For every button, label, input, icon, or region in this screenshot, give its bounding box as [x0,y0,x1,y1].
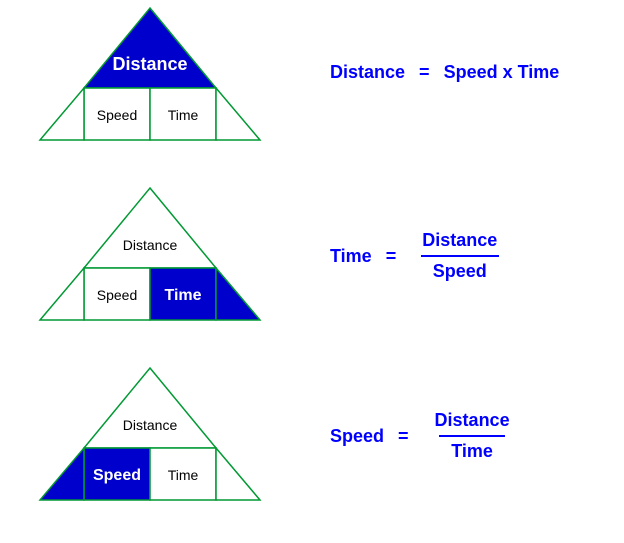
equals-sign: = [386,246,397,267]
top-label: Distance [123,417,178,433]
triangle-speed: Distance Speed Time [0,360,300,520]
top-label: Distance [112,54,187,74]
formula-rhs-inline: Speed x Time [444,62,560,83]
triangle-time: Distance Speed Time [0,180,300,340]
formula-denominator: Time [439,435,505,464]
bottom-right-label: Time [164,287,201,304]
bottom-left-label: Speed [97,287,137,303]
formula-lhs: Time [330,246,372,267]
bottom-left-label: Speed [93,467,141,484]
equals-sign: = [398,426,409,447]
equals-sign: = [419,62,430,83]
diagram-row-1: Distance Speed Time Distance = Speed x T… [0,0,624,160]
formula-time: Time = Distance Speed [330,228,509,284]
formula-fraction: Distance Time [423,408,522,464]
formula-speed: Speed = Distance Time [330,408,522,464]
formula-lhs: Speed [330,426,384,447]
top-label: Distance [123,237,178,253]
formula-denominator: Speed [421,255,499,284]
triangle-distance: Distance Speed Time [0,0,300,160]
bottom-left-label: Speed [97,107,137,123]
formula-fraction: Distance Speed [410,228,509,284]
formula-lhs: Distance [330,62,405,83]
bottom-right-label: Time [168,107,199,123]
formula-numerator: Distance [410,228,509,255]
formula-numerator: Distance [423,408,522,435]
formula-distance: Distance = Speed x Time [330,62,559,83]
diagram-row-3: Distance Speed Time Speed = Distance Tim… [0,360,624,520]
diagram-row-2: Distance Speed Time Time = Distance Spee… [0,180,624,340]
bottom-right-label: Time [168,467,199,483]
